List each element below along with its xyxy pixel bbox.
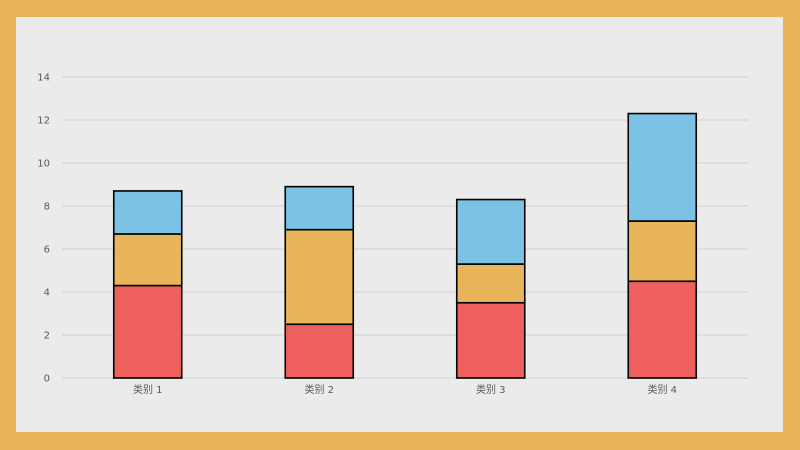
y-tick-label: 8 bbox=[44, 202, 50, 213]
y-tick-label: 12 bbox=[37, 116, 50, 127]
bar-segment-cat1-series1 bbox=[112, 284, 183, 379]
bar-segment-cat2-series2 bbox=[284, 228, 355, 326]
bar-segment-cat4-series1 bbox=[627, 280, 698, 379]
bar-segment-cat4-series2 bbox=[627, 220, 698, 283]
bars bbox=[112, 112, 698, 379]
x-category-label: 类别 3 bbox=[476, 383, 506, 396]
bar-segment-cat2-series1 bbox=[284, 323, 355, 379]
x-category-label: 类别 2 bbox=[304, 383, 334, 396]
bar-segment-cat1-series3 bbox=[112, 190, 183, 235]
y-axis-ticks: 0 2 4 6 8 10 12 14 bbox=[37, 73, 50, 385]
bar-segment-cat3-series2 bbox=[455, 263, 526, 304]
bar-segment-cat3-series3 bbox=[455, 198, 526, 265]
y-tick-label: 6 bbox=[44, 245, 50, 256]
y-tick-label: 0 bbox=[44, 374, 50, 385]
y-tick-label: 2 bbox=[44, 331, 50, 342]
x-category-label: 类别 4 bbox=[647, 383, 677, 396]
bar-segment-cat1-series2 bbox=[112, 233, 183, 287]
y-tick-label: 10 bbox=[37, 159, 50, 170]
x-axis-labels: 类别 1 类别 2 类别 3 类别 4 bbox=[133, 383, 677, 396]
x-category-label: 类别 1 bbox=[133, 383, 163, 396]
y-tick-label: 14 bbox=[37, 73, 50, 84]
y-tick-label: 4 bbox=[44, 288, 50, 299]
bar-segment-cat4-series3 bbox=[627, 112, 698, 222]
bar-segment-cat3-series1 bbox=[455, 301, 526, 379]
bar-segment-cat2-series3 bbox=[284, 185, 355, 231]
